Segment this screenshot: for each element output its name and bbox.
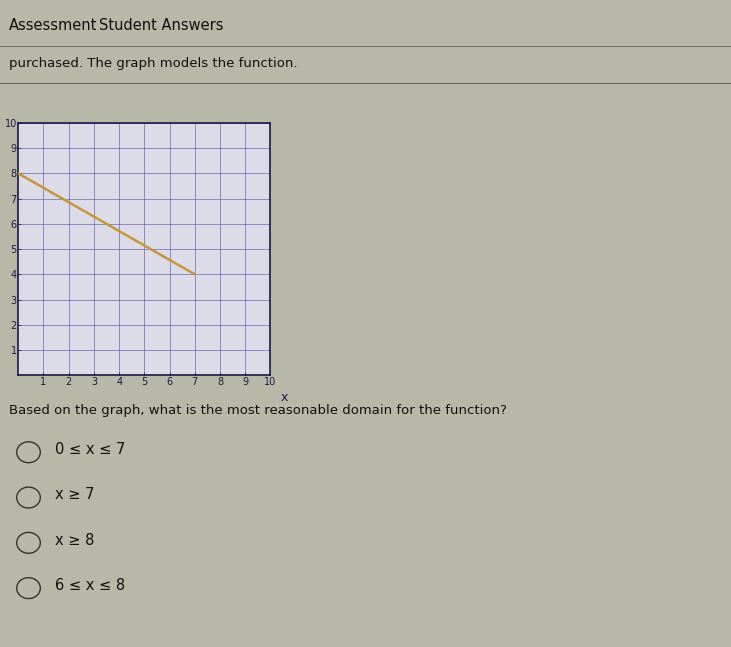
Text: purchased. The graph models the function.: purchased. The graph models the function… bbox=[9, 57, 298, 70]
Text: x: x bbox=[281, 391, 288, 404]
Text: x ≥ 7: x ≥ 7 bbox=[55, 487, 94, 503]
Text: 0 ≤ x ≤ 7: 0 ≤ x ≤ 7 bbox=[55, 442, 125, 457]
Text: Student Answers: Student Answers bbox=[99, 18, 223, 33]
Text: Based on the graph, what is the most reasonable domain for the function?: Based on the graph, what is the most rea… bbox=[9, 404, 507, 417]
Text: Assessment: Assessment bbox=[9, 18, 97, 33]
Text: 6 ≤ x ≤ 8: 6 ≤ x ≤ 8 bbox=[55, 578, 125, 593]
Text: x ≥ 8: x ≥ 8 bbox=[55, 532, 94, 548]
